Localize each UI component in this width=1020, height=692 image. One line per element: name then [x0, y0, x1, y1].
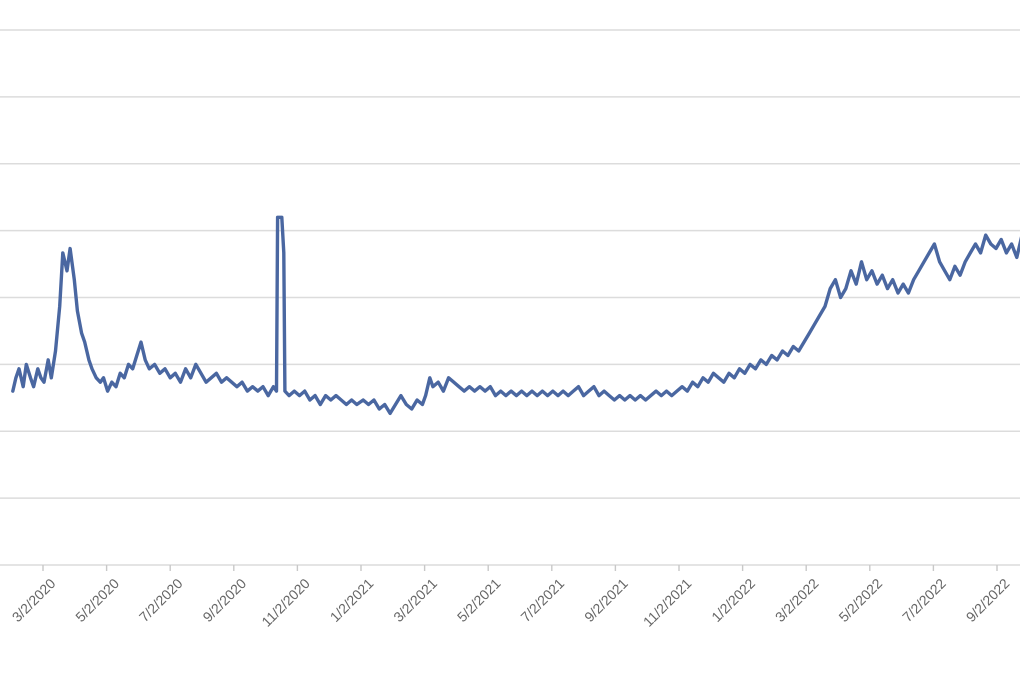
x-tick-label: 3/2/2022: [772, 575, 822, 625]
series-line-0: [11, 215, 1020, 416]
x-tick-label: 1/2/2022: [708, 575, 758, 625]
series-layer: [11, 215, 1020, 416]
gridlines: [0, 29, 1020, 566]
x-tick-label: 11/2/2020: [258, 575, 313, 630]
x-tick-label: 3/2/2021: [390, 575, 440, 625]
x-tick-label: 7/2/2022: [899, 575, 949, 625]
x-tick-label: 5/2/2020: [72, 575, 122, 625]
x-tick-label: 7/2/2021: [517, 575, 567, 625]
x-tick-label: 9/2/2020: [199, 575, 249, 625]
x-tick-label: 9/2/2022: [963, 575, 1013, 625]
x-axis: 3/2/2020 5/2/2020 7/2/2020 9/2/2020 11/2/202…: [9, 565, 1013, 630]
x-tick-label: 7/2/2020: [136, 575, 186, 625]
x-tick-label: 9/2/2021: [581, 575, 631, 625]
x-tick-label: 11/2/2021: [640, 575, 695, 630]
x-tick-label: 1/2/2021: [327, 575, 377, 625]
x-tick-label: 5/2/2022: [835, 575, 885, 625]
x-tick-label: 3/2/2020: [9, 575, 59, 625]
x-tick-label: 5/2/2021: [454, 575, 504, 625]
